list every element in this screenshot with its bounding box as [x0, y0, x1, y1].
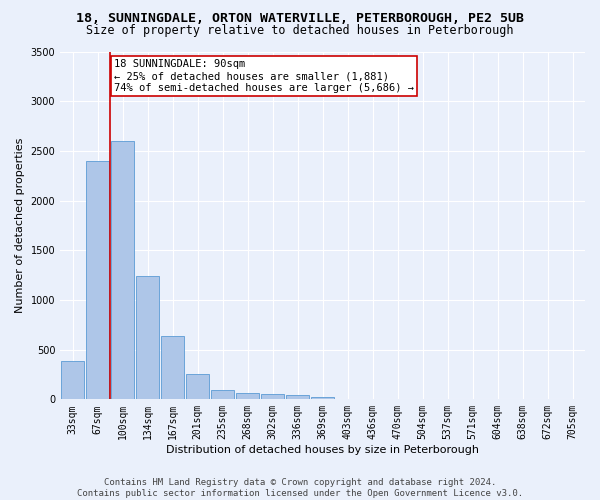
Text: 18, SUNNINGDALE, ORTON WATERVILLE, PETERBOROUGH, PE2 5UB: 18, SUNNINGDALE, ORTON WATERVILLE, PETER…	[76, 12, 524, 25]
Bar	[112, 141, 134, 400]
Bar	[311, 397, 334, 400]
Bar	[187, 374, 209, 400]
Bar	[262, 394, 284, 400]
Bar	[61, 360, 84, 400]
Text: Contains HM Land Registry data © Crown copyright and database right 2024.
Contai: Contains HM Land Registry data © Crown c…	[77, 478, 523, 498]
Text: 18 SUNNINGDALE: 90sqm
← 25% of detached houses are smaller (1,881)
74% of semi-d: 18 SUNNINGDALE: 90sqm ← 25% of detached …	[114, 60, 414, 92]
Bar	[236, 394, 259, 400]
X-axis label: Distribution of detached houses by size in Peterborough: Distribution of detached houses by size …	[166, 445, 479, 455]
Bar	[86, 161, 109, 400]
Bar	[136, 276, 159, 400]
Y-axis label: Number of detached properties: Number of detached properties	[15, 138, 25, 313]
Text: Size of property relative to detached houses in Peterborough: Size of property relative to detached ho…	[86, 24, 514, 37]
Bar	[286, 396, 309, 400]
Bar	[161, 336, 184, 400]
Bar	[211, 390, 234, 400]
